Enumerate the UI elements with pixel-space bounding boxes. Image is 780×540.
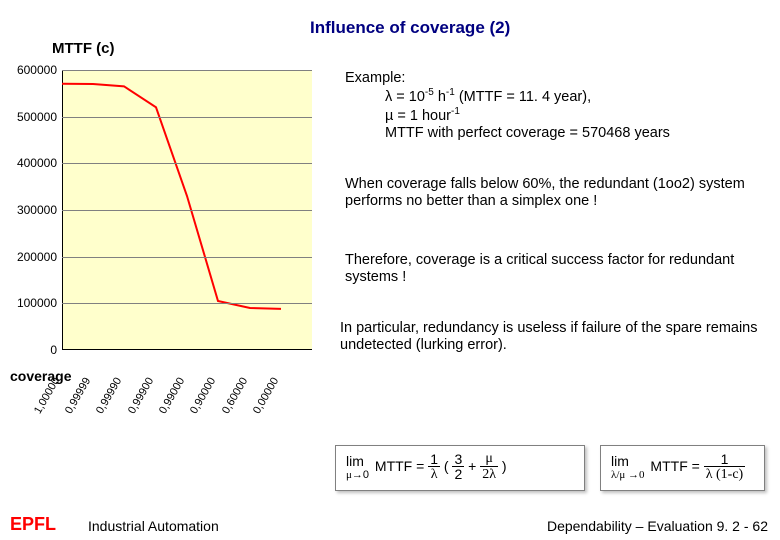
therefore-paragraph: Therefore, coverage is a critical succes… (345, 252, 765, 286)
slide-title: Influence of coverage (2) (310, 18, 510, 38)
f1-lhs: MTTF = (371, 458, 428, 474)
grid-line (62, 163, 312, 164)
xtick-label: 0,99900 (126, 376, 156, 416)
f1-end: ) (502, 458, 507, 474)
chart-x-labels: 1,000000,999990,999900,999000,990000,900… (62, 355, 312, 445)
f1-sub-arrow: →0 (352, 469, 369, 481)
xtick-label: 0,99990 (94, 376, 124, 416)
epfl-logo: EPFL (6, 511, 82, 535)
ytick-label: 600000 (17, 63, 57, 77)
f1-d3: 2λ (480, 467, 498, 482)
f1-lim: lim (346, 453, 364, 469)
f1-plus: + (468, 458, 480, 474)
when-paragraph: When coverage falls below 60%, the redun… (345, 176, 765, 210)
formula-mu-to-zero: lim μ→0 MTTF = 1λ ( 32 + μ2λ ) (335, 445, 585, 491)
mttf-chart: 0100000200000300000400000500000600000 (62, 70, 312, 350)
lambda-exp1: -5 (425, 87, 434, 98)
f1-n1: 1 (428, 452, 440, 467)
formula-lambda-mu-to-zero: lim λ/μ →0 MTTF = 1λ (1-c) (600, 445, 765, 491)
footer-right: Dependability – Evaluation 9. 2 - 62 (547, 518, 768, 534)
mu-text: µ = 1 hour (385, 108, 451, 124)
example-head: Example: (345, 70, 405, 86)
mu-exp: -1 (451, 106, 460, 117)
ytick-label: 0 (50, 343, 57, 357)
lambda-text-b: h (434, 89, 446, 105)
lambda-text-c: (MTTF = 11. 4 year), (455, 89, 591, 105)
ytick-label: 400000 (17, 156, 57, 170)
f2-den: λ (1-c) (704, 467, 746, 482)
grid-line (62, 70, 312, 71)
xtick-label: 0,00000 (251, 376, 281, 416)
ytick-label: 200000 (17, 250, 57, 264)
chart-y-title: MTTF (c) (52, 40, 114, 57)
f2-num: 1 (704, 452, 746, 467)
xtick-label: 0,90000 (188, 376, 218, 416)
f1-d2: 2 (452, 467, 464, 482)
f1-n3: μ (480, 452, 498, 467)
f1-d1: λ (428, 467, 440, 482)
lambda-text-a: λ = 10 (385, 89, 425, 105)
grid-line (62, 117, 312, 118)
ytick-label: 300000 (17, 203, 57, 217)
mttf-perfect: MTTF with perfect coverage = 570468 year… (385, 125, 670, 141)
xtick-label: 0,99999 (63, 376, 93, 416)
inpart-paragraph: In particular, redundancy is useless if … (340, 320, 770, 354)
grid-line (62, 210, 312, 211)
grid-line (62, 257, 312, 258)
example-block: Example: λ = 10-5 h-1 (MTTF = 11. 4 year… (345, 70, 765, 142)
f2-lim: lim (611, 453, 629, 469)
grid-line (62, 303, 312, 304)
ytick-label: 100000 (17, 296, 57, 310)
f2-lhs: MTTF = (647, 458, 704, 474)
lambda-exp2: -1 (446, 87, 455, 98)
ytick-label: 500000 (17, 110, 57, 124)
f1-mid: ( (444, 458, 453, 474)
logo-text: EPFL (10, 514, 56, 534)
f1-n2: 3 (452, 452, 464, 467)
xtick-label: 0,60000 (220, 376, 250, 416)
xtick-label: 0,99000 (157, 376, 187, 416)
footer-left: Industrial Automation (88, 518, 219, 534)
f2-sub: λ/μ →0 (611, 469, 645, 481)
